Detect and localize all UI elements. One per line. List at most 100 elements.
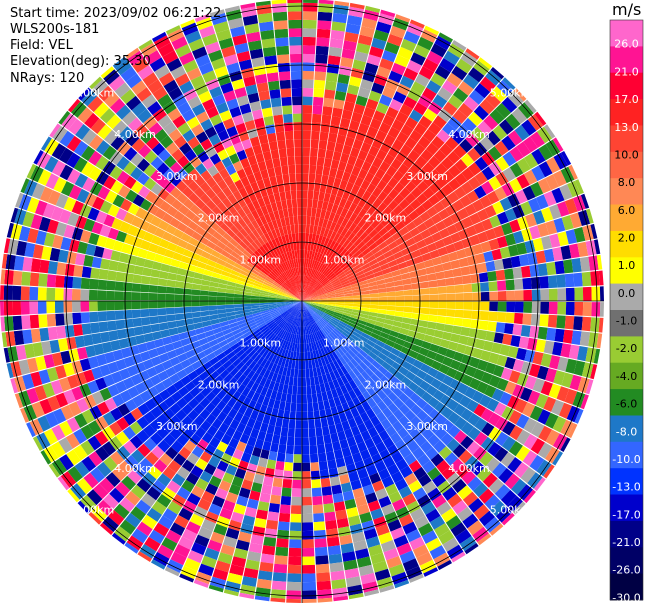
radar-gate — [332, 265, 340, 273]
radar-gate — [306, 326, 309, 335]
radar-gate — [29, 301, 39, 315]
radar-gate — [251, 363, 260, 373]
radar-gate — [377, 191, 388, 202]
radar-gate — [444, 452, 459, 466]
radar-gate — [272, 258, 279, 267]
radar-gate — [80, 229, 92, 243]
radar-gate — [577, 209, 591, 226]
radar-gate — [295, 317, 299, 326]
radar-gate — [286, 304, 295, 308]
radar-gate — [295, 301, 302, 307]
radar-gate — [302, 301, 311, 305]
radar-gate — [4, 269, 14, 285]
radar-gate — [381, 361, 392, 371]
radar-gate — [68, 184, 82, 200]
range-ring-label: 2.00km — [198, 378, 240, 391]
radar-gate — [285, 301, 294, 303]
radar-gate — [174, 245, 186, 255]
radar-gate — [376, 149, 388, 161]
radar-gate — [49, 247, 61, 262]
radar-gate — [399, 175, 411, 187]
radar-gate — [175, 168, 188, 180]
radar-gate — [264, 351, 272, 360]
radar-gate — [363, 134, 375, 146]
radar-gate — [247, 551, 262, 562]
radar-gate — [332, 107, 343, 118]
radar-gate — [315, 252, 321, 262]
radar-gate — [273, 20, 288, 30]
radar-gate — [270, 311, 280, 317]
radar-gate — [177, 155, 190, 168]
radar-gate — [598, 270, 604, 286]
radar-gate — [152, 31, 167, 43]
radar-gate — [387, 352, 398, 362]
radar-gate — [354, 460, 366, 472]
radar-gate — [244, 471, 255, 482]
radar-gate — [275, 373, 282, 384]
radar-gate — [250, 351, 259, 361]
radar-gate — [361, 301, 371, 305]
radar-gate — [481, 422, 495, 437]
radar-gate — [328, 424, 337, 435]
radar-gate — [293, 462, 302, 472]
colorbar-tick-label: -1.0 — [616, 315, 637, 328]
colorbar-tick-label: 13.0 — [614, 121, 639, 134]
radar-gate — [86, 489, 103, 506]
radar-gate — [309, 278, 315, 287]
radar-gate — [391, 325, 401, 333]
radar-gate — [119, 368, 131, 381]
field-label: Field: VEL — [10, 38, 73, 53]
radar-gate — [514, 398, 528, 414]
radar-gate — [173, 453, 187, 466]
radar-gate — [438, 363, 450, 375]
radar-gate — [249, 455, 260, 466]
radar-gate — [463, 74, 479, 90]
radar-gate — [259, 270, 268, 278]
radar-gate — [295, 301, 302, 307]
radar-gate — [345, 92, 358, 104]
radar-gate — [348, 202, 358, 213]
radar-gate — [199, 408, 211, 420]
radar-gate — [326, 271, 334, 279]
radar-gate — [116, 156, 130, 171]
radar-gate — [331, 316, 340, 323]
radar-gate — [407, 440, 420, 453]
radar-gate — [275, 266, 282, 275]
radar-gate — [296, 181, 302, 191]
radar-gate — [242, 515, 256, 526]
radar-gate — [311, 393, 318, 403]
radar-gate — [63, 389, 76, 405]
radar-gate — [38, 273, 48, 287]
radar-gate — [239, 592, 255, 600]
radar-gate — [276, 538, 289, 548]
radar-gate — [440, 254, 451, 264]
radar-gate — [158, 515, 174, 530]
radar-gate — [123, 212, 135, 225]
radar-gate — [276, 298, 285, 300]
radar-gate — [274, 166, 282, 176]
radar-gate — [83, 472, 99, 489]
radar-gate — [401, 376, 412, 387]
radar-gate — [296, 275, 300, 285]
radar-gate — [157, 188, 170, 201]
radar-gate — [199, 181, 211, 193]
radar-gate — [285, 295, 294, 299]
radar-gate — [285, 303, 294, 307]
radar-gate — [104, 351, 116, 364]
radar-gate — [360, 572, 376, 585]
radar-gate — [176, 486, 191, 500]
radar-gate — [443, 324, 454, 333]
radar-gate — [500, 367, 513, 381]
radar-gate — [422, 415, 435, 428]
radar-gate — [381, 385, 393, 396]
radar-gate — [264, 340, 272, 350]
radar-gate — [360, 142, 372, 154]
radar-gate — [290, 181, 297, 191]
radar-gate — [299, 284, 302, 293]
radar-gate — [123, 161, 137, 176]
radar-gate — [314, 311, 322, 319]
radar-gate — [249, 338, 258, 347]
radar-gate — [188, 192, 200, 204]
radar-gate — [210, 276, 220, 283]
colorbar-tick-label: -8.0 — [616, 425, 637, 438]
